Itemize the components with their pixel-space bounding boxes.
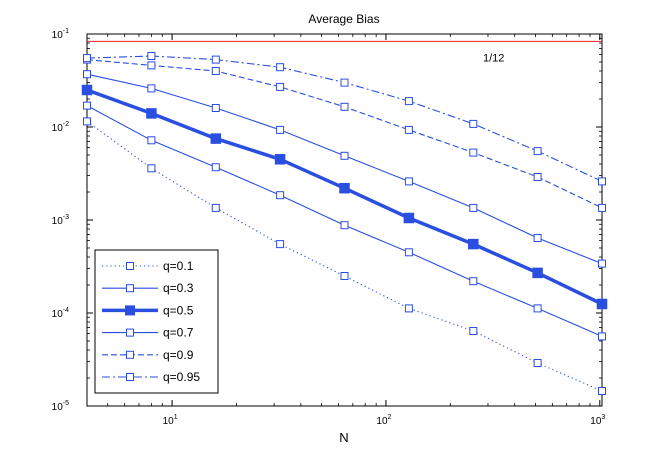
data-point-q=0.3 <box>533 304 542 313</box>
data-point-q=0.95 <box>276 63 285 72</box>
y-tick-label: 10-2 <box>52 121 69 134</box>
legend-label-q=0.5: q=0.5 <box>163 303 194 317</box>
data-point-q=0.95 <box>533 147 542 156</box>
data-point-q=0.1 <box>598 387 606 395</box>
data-point-q=0.9 <box>211 67 220 75</box>
y-tick-label: 10-4 <box>52 307 69 320</box>
x-tick-label: 103 <box>590 414 605 427</box>
data-point-q=0.1 <box>83 117 91 126</box>
data-point-q=0.1 <box>533 359 542 367</box>
data-point-q=0.9 <box>533 173 542 181</box>
data-point-q=0.5 <box>146 108 157 119</box>
data-point-q=0.95 <box>340 78 349 87</box>
data-point-q=0.3 <box>404 248 413 257</box>
data-point-q=0.1 <box>211 203 220 212</box>
data-point-q=0.95 <box>469 119 478 128</box>
legend-marker-q=0.3 <box>126 284 134 293</box>
data-point-q=0.7 <box>404 177 413 186</box>
x-axis-label: N <box>339 430 348 445</box>
y-tick-label: 10-1 <box>52 28 69 41</box>
data-point-q=0.7 <box>598 259 606 268</box>
data-point-q=0.7 <box>533 234 542 242</box>
legend-box <box>94 249 219 394</box>
data-point-q=0.1 <box>404 304 413 313</box>
data-point-q=0.95 <box>404 97 413 106</box>
data-point-q=0.7 <box>211 104 220 112</box>
y-tick-label: 10-3 <box>52 214 69 227</box>
data-point-q=0.1 <box>469 327 478 335</box>
data-point-q=0.1 <box>147 164 156 173</box>
data-point-q=0.95 <box>147 52 156 60</box>
data-point-q=0.5 <box>532 267 543 279</box>
data-point-q=0.3 <box>340 221 349 230</box>
data-point-q=0.9 <box>598 203 606 212</box>
data-point-q=0.9 <box>147 61 156 70</box>
data-point-q=0.3 <box>147 136 156 145</box>
legend-marker-q=0.9 <box>126 350 134 359</box>
data-point-q=0.3 <box>469 277 478 286</box>
legend-label-q=0.7: q=0.7 <box>163 326 194 340</box>
data-point-q=0.1 <box>276 240 285 249</box>
legend-label-q=0.95: q=0.95 <box>163 370 200 384</box>
legend: q=0.1 q=0.3 q=0.5 q=0.7 q=0.9 q=0.95 <box>94 249 219 394</box>
chart-title: Average Bias <box>308 12 379 26</box>
legend-marker-q=0.5 <box>125 305 135 316</box>
data-point-q=0.9 <box>469 148 478 157</box>
data-point-q=0.95 <box>598 177 606 186</box>
data-point-q=0.7 <box>147 84 156 93</box>
data-point-q=0.3 <box>276 191 285 200</box>
legend-label-q=0.1: q=0.1 <box>163 259 194 273</box>
data-point-q=0.5 <box>596 298 608 310</box>
data-point-q=0.5 <box>403 212 415 224</box>
legend-marker-q=0.7 <box>126 328 134 337</box>
data-point-q=0.7 <box>83 70 91 79</box>
plot-area: 10-5 10-4 10-3 10-2 10-1 101 102 103 1/12 <box>52 28 608 427</box>
data-point-q=0.5 <box>210 133 222 144</box>
data-point-q=0.3 <box>83 101 91 110</box>
data-point-q=0.5 <box>339 182 350 194</box>
reference-line-label: 1/12 <box>483 52 504 64</box>
data-point-q=0.5 <box>81 84 93 96</box>
data-point-q=0.95 <box>83 54 91 63</box>
data-point-q=0.1 <box>340 272 349 280</box>
data-point-q=0.9 <box>404 125 413 134</box>
data-point-q=0.95 <box>211 55 220 64</box>
legend-marker-q=0.95 <box>126 373 134 381</box>
data-point-q=0.5 <box>274 154 286 165</box>
legend-marker-q=0.1 <box>126 262 134 270</box>
data-point-q=0.3 <box>598 332 606 341</box>
data-point-q=0.7 <box>276 125 285 134</box>
y-tick-label: 10-5 <box>52 400 69 413</box>
data-point-q=0.3 <box>211 163 220 172</box>
data-point-q=0.7 <box>469 203 478 212</box>
x-tick-label: 102 <box>376 414 391 427</box>
legend-label-q=0.9: q=0.9 <box>163 348 194 362</box>
data-point-q=0.5 <box>468 238 479 250</box>
data-point-q=0.9 <box>276 82 285 91</box>
data-point-q=0.9 <box>340 102 349 111</box>
x-tick-label: 101 <box>163 414 178 427</box>
legend-label-q=0.3: q=0.3 <box>163 281 194 295</box>
data-point-q=0.7 <box>340 151 349 160</box>
